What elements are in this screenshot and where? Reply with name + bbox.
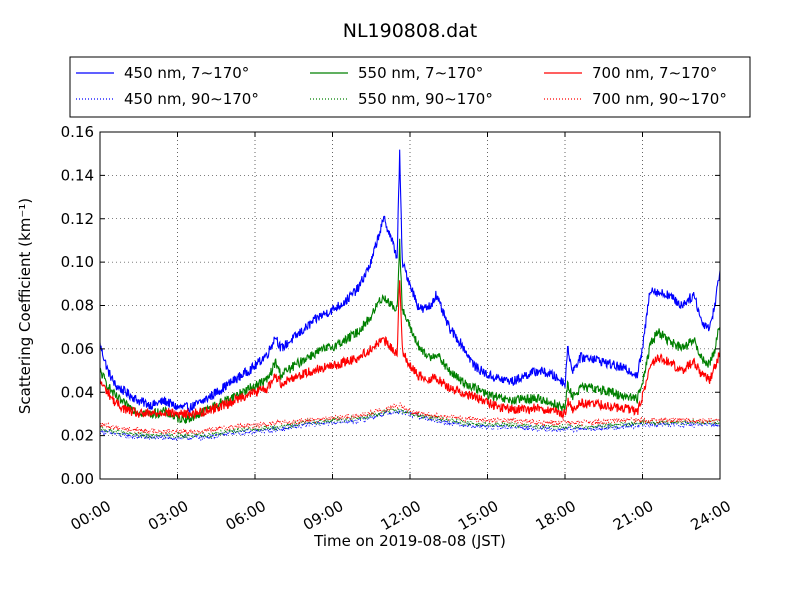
legend-label: 700 nm, 7∼170° <box>592 64 717 82</box>
chart-title: NL190808.dat <box>343 20 478 42</box>
y-axis-label: Scattering Coefficient (km⁻¹) <box>16 198 34 414</box>
series-line <box>99 280 721 420</box>
y-tick-label: 0.12 <box>61 210 94 228</box>
y-tick-label: 0.04 <box>61 383 94 401</box>
x-axis-label: Time on 2019-08-08 (JST) <box>313 532 506 550</box>
y-tick-label: 0.16 <box>61 123 94 141</box>
legend-label: 450 nm, 7∼170° <box>124 64 249 82</box>
y-tick-label: 0.08 <box>61 297 94 315</box>
y-tick-label: 0.06 <box>61 340 94 358</box>
y-tick-label: 0.10 <box>61 253 94 271</box>
series-line <box>99 405 721 440</box>
legend-label: 550 nm, 90∼170° <box>358 90 493 108</box>
y-tick-label: 0.02 <box>61 427 94 445</box>
y-tick-label: 0.14 <box>61 166 94 184</box>
legend-label: 550 nm, 7∼170° <box>358 64 483 82</box>
legend-box <box>69 56 751 118</box>
legend: 450 nm, 7∼170° 550 nm, 7∼170° 700 nm, 7∼17… <box>69 56 751 118</box>
series-line <box>99 149 721 415</box>
series-lines <box>99 149 721 442</box>
legend-label: 450 nm, 90∼170° <box>124 90 259 108</box>
y-tick-label: 0.00 <box>61 470 94 488</box>
series-line <box>99 402 721 436</box>
legend-label: 700 nm, 90∼170° <box>592 90 727 108</box>
